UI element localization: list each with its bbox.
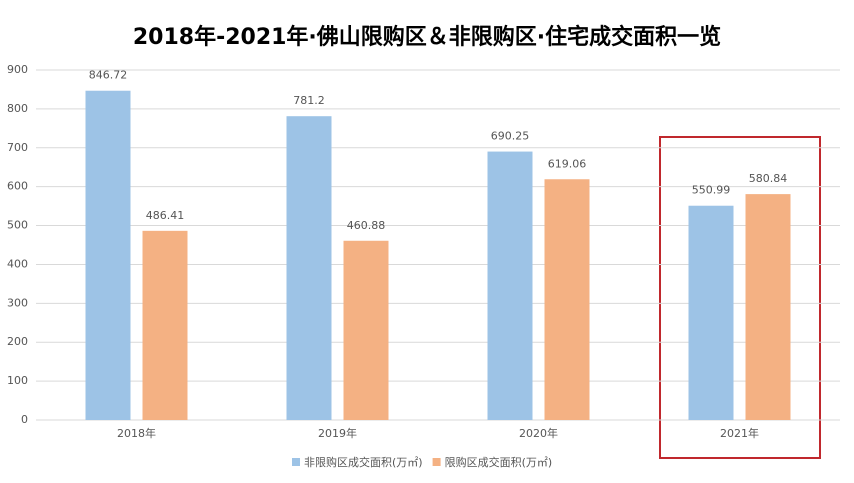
- value-label: 460.88: [347, 219, 386, 232]
- bar: [745, 194, 791, 420]
- y-tick-label: 500: [7, 219, 28, 232]
- bar: [85, 90, 131, 420]
- chart-title: 2018年-2021年·佛山限购区＆非限购区·住宅成交面积一览: [133, 24, 721, 50]
- y-tick-label: 0: [21, 413, 28, 426]
- y-tick-label: 800: [7, 102, 28, 115]
- value-label: 781.2: [293, 94, 325, 107]
- bar: [343, 240, 389, 420]
- value-label: 580.84: [749, 172, 788, 185]
- bar: [544, 179, 590, 420]
- legend-swatch: [432, 458, 441, 466]
- bar: [142, 230, 188, 420]
- x-tick-label: 2018年: [117, 426, 156, 440]
- highlight-box: [659, 136, 821, 459]
- x-tick-label: 2021年: [720, 426, 759, 440]
- bar: [286, 116, 332, 420]
- legend-label: 非限购区成交面积(万㎡): [304, 455, 423, 469]
- y-tick-label: 400: [7, 257, 28, 270]
- legend-label: 限购区成交面积(万㎡): [445, 455, 553, 469]
- value-label: 619.06: [548, 157, 587, 170]
- legend-swatch: [292, 458, 300, 466]
- y-tick-label: 200: [7, 335, 28, 348]
- value-label: 486.41: [146, 209, 185, 222]
- value-label: 550.99: [692, 184, 731, 197]
- bar: [487, 151, 533, 420]
- bar: [688, 205, 734, 420]
- value-label: 690.25: [491, 130, 530, 143]
- y-tick-label: 600: [7, 180, 28, 193]
- x-tick-label: 2019年: [318, 426, 357, 440]
- y-tick-label: 900: [7, 63, 28, 76]
- value-label: 846.72: [89, 69, 128, 82]
- x-tick-label: 2020年: [519, 426, 558, 440]
- y-tick-label: 700: [7, 141, 28, 154]
- y-tick-label: 300: [7, 296, 28, 309]
- y-tick-label: 100: [7, 374, 28, 387]
